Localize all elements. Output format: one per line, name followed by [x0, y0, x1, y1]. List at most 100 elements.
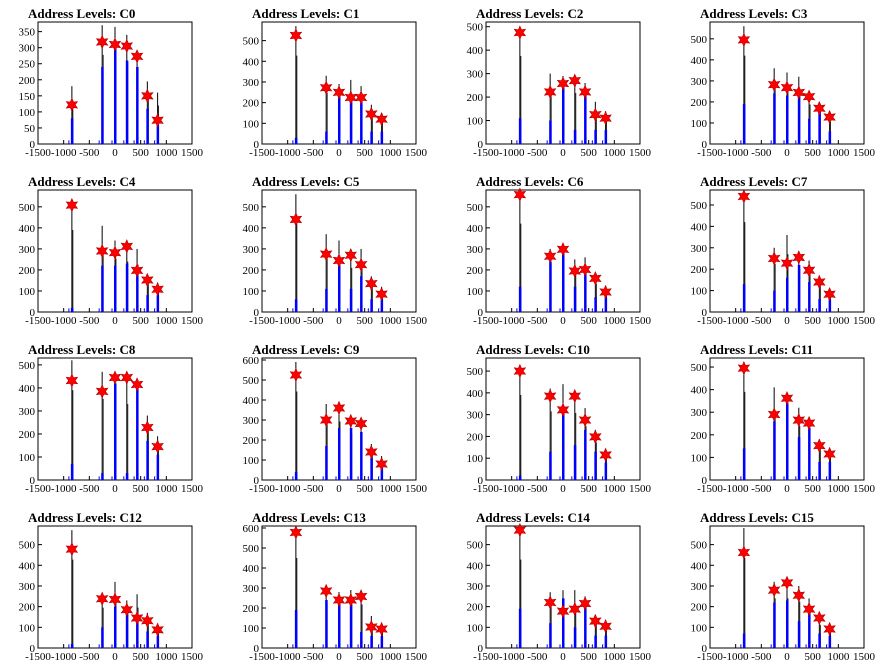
peak-marker	[289, 28, 303, 43]
histogram-fill	[604, 462, 608, 480]
peak-marker	[568, 263, 582, 279]
histogram-plot: 0 100 200 300 400 500 -1500 -1000 -500 0 500 1000 15…	[691, 357, 876, 495]
x-tick-label: 1000	[155, 315, 178, 327]
peak-marker	[802, 601, 816, 617]
histogram-fill	[380, 131, 384, 144]
x-tick-label: 500	[804, 315, 821, 327]
histogram-fill	[584, 429, 587, 480]
panel-title: Address Levels: C11	[700, 342, 814, 357]
peak-marker	[578, 596, 592, 611]
peak-marker	[95, 591, 109, 607]
peak-marker	[589, 429, 602, 445]
y-tick-label: 100	[467, 622, 484, 634]
peak-marker	[767, 582, 781, 598]
peak-marker	[120, 370, 134, 385]
y-tick-label: 400	[243, 395, 260, 407]
panel-title: Address Levels: C5	[252, 174, 360, 189]
histogram-fill	[70, 118, 74, 144]
histogram-fill	[114, 606, 117, 648]
x-tick-label: 0	[784, 147, 790, 159]
peak-marker	[513, 25, 527, 40]
histogram-plot: 0 100 200 300 400 500 -1500 -1000 -500 0 500 1000 15…	[243, 21, 428, 159]
histogram-plot: 0 100 200 300 400 500 -1500 -1000 -500 0 500 1000 15…	[19, 189, 204, 327]
histogram-panel: Address Levels: C1 0 100 200 300 400 500 -1500-…	[224, 0, 448, 168]
x-tick-label: 0	[784, 315, 790, 327]
peak-marker	[141, 420, 154, 435]
peak-marker	[95, 243, 109, 259]
peak-marker	[65, 373, 79, 388]
x-tick-label: -1000	[275, 147, 301, 159]
histogram-panel: Address Levels: C7 0 100 200 300 400 500 -1500-…	[672, 168, 896, 336]
x-tick-label: 0	[784, 483, 790, 495]
y-tick-label: 0	[254, 475, 260, 487]
histogram-fill	[338, 428, 341, 480]
histogram-fill	[325, 600, 328, 648]
x-tick-label: 1500	[853, 483, 876, 495]
x-tick-label: 500	[804, 651, 821, 663]
x-tick-label: -500	[303, 651, 324, 663]
histogram-fill	[742, 448, 746, 480]
x-tick-label: 500	[580, 651, 597, 663]
peak-marker	[332, 253, 346, 268]
peak-marker	[556, 603, 570, 619]
y-tick-label: 500	[467, 540, 484, 552]
peak-marker	[543, 595, 557, 610]
x-tick-label: 1000	[379, 483, 402, 495]
y-tick-label: 100	[19, 452, 36, 464]
y-tick-label: 600	[243, 523, 260, 535]
peak-marker	[130, 263, 144, 278]
y-tick-label: 400	[691, 560, 708, 572]
x-tick-label: -1000	[723, 315, 749, 327]
y-tick-label: 200	[19, 602, 36, 614]
y-tick-label: 500	[467, 366, 484, 378]
peak-marker	[792, 412, 806, 428]
peak-marker	[120, 602, 134, 617]
x-tick-label: 1000	[827, 651, 850, 663]
y-tick-label: 150	[19, 91, 36, 103]
peak-marker	[599, 619, 612, 634]
y-tick-label: 300	[243, 415, 260, 427]
peak-marker	[65, 197, 79, 213]
y-tick-label: 0	[478, 475, 484, 487]
histogram-fill	[594, 129, 597, 144]
panel-title: Address Levels: C4	[28, 174, 136, 189]
histogram-fill	[146, 295, 149, 312]
x-tick-label: 500	[356, 147, 373, 159]
x-tick-label: -1500	[473, 315, 499, 327]
histogram-fill	[101, 66, 104, 144]
y-tick-label: 200	[243, 435, 260, 447]
histogram-panel: Address Levels: C12 0 100 200 300 400 500 -1500…	[0, 504, 224, 672]
y-tick-label: 400	[691, 385, 708, 397]
x-tick-label: 500	[356, 651, 373, 663]
x-tick-label: 1500	[181, 483, 204, 495]
x-tick-label: -1000	[51, 147, 77, 159]
x-tick-label: 1000	[155, 651, 178, 663]
x-tick-label: -1500	[473, 651, 499, 663]
x-tick-label: -1000	[51, 315, 77, 327]
y-tick-label: 100	[691, 622, 708, 634]
histogram-fill	[808, 118, 811, 144]
histogram-panel: Address Levels: C2 0 100 200 300 400 500 -1500-…	[448, 0, 672, 168]
y-tick-label: 500	[467, 22, 484, 34]
peak-marker	[556, 402, 570, 418]
x-tick-label: 1000	[155, 483, 178, 495]
histogram-fill	[136, 66, 139, 144]
peak-marker	[354, 257, 368, 272]
histogram-fill	[338, 604, 341, 648]
histogram-fill	[349, 288, 353, 312]
y-tick-label: 0	[702, 307, 708, 319]
y-tick-label: 200	[467, 92, 484, 104]
peak-marker	[813, 610, 826, 626]
histogram-fill	[360, 276, 363, 312]
x-tick-label: 500	[132, 483, 149, 495]
peak-marker	[95, 34, 109, 50]
peak-marker	[319, 412, 333, 428]
histogram-fill	[125, 60, 129, 144]
y-tick-label: 400	[243, 56, 260, 68]
histogram-plot: 0 100 200 300 400 500 -1500 -1000 -500 0 500 1000 15…	[467, 21, 652, 159]
histogram-fill	[380, 468, 384, 480]
histogram-fill	[294, 610, 298, 648]
peak-marker	[120, 239, 134, 254]
histogram-fill	[786, 403, 789, 480]
